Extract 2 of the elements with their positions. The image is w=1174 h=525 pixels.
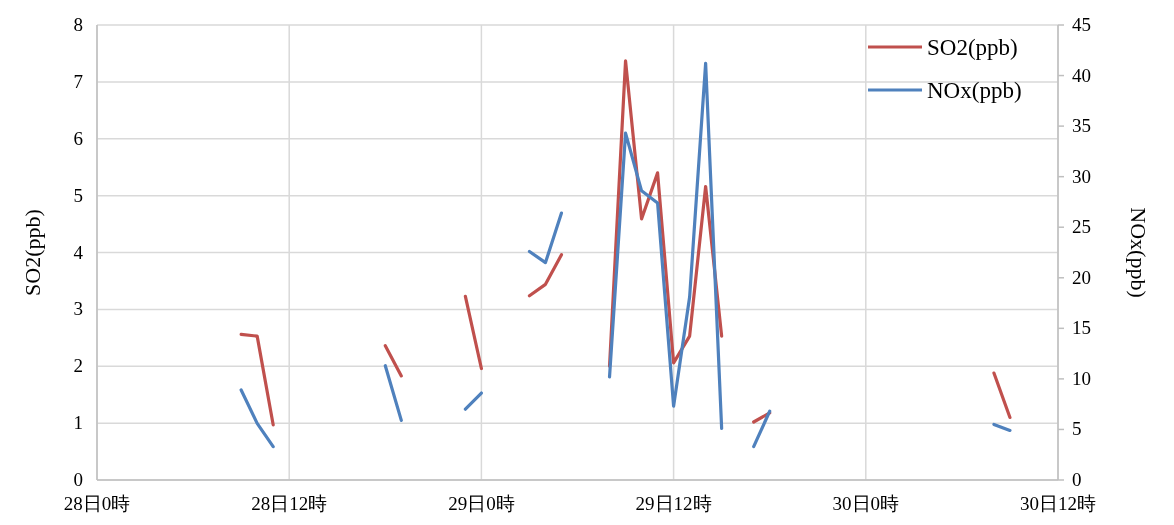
ylabel: SO2(ppb) bbox=[20, 209, 45, 296]
y2label: NOx(ppb) bbox=[1125, 207, 1151, 298]
